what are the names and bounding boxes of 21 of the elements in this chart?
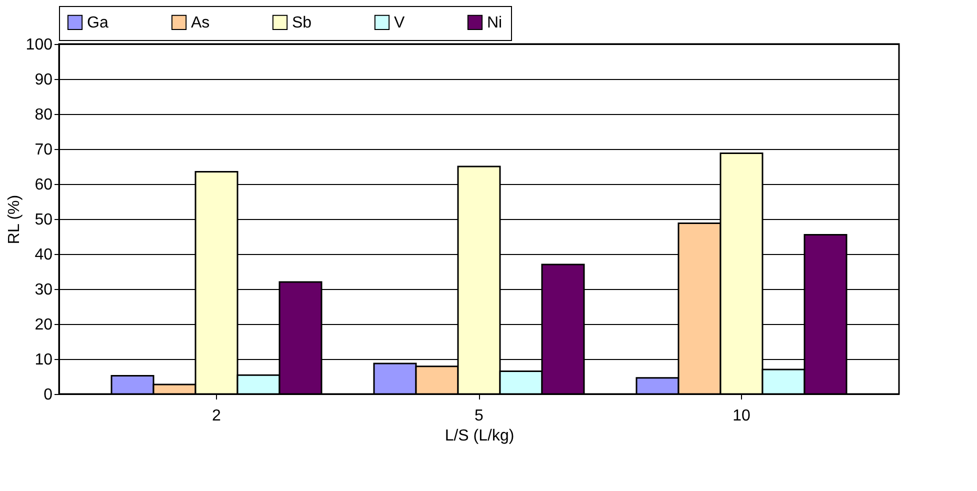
legend-label: As xyxy=(191,14,210,32)
legend-label: Sb xyxy=(292,14,312,32)
legend-label: V xyxy=(394,14,405,32)
y-tick-label: 0 xyxy=(44,386,53,404)
y-tick-label: 50 xyxy=(34,212,53,228)
y-tick-label: 30 xyxy=(34,282,53,298)
y-tick-label: 10 xyxy=(34,352,53,368)
x-axis-title: L/S (L/kg) xyxy=(444,428,514,444)
y-tick-label: 20 xyxy=(34,316,53,334)
y-tick-label: 100 xyxy=(26,36,53,54)
legend-label: Ni xyxy=(487,14,502,32)
y-tick-label: 70 xyxy=(34,142,53,158)
y-tick-label: 90 xyxy=(34,72,53,88)
y-tick-label: 40 xyxy=(34,246,53,264)
x-tick-label: 5 xyxy=(474,408,484,424)
y-axis-title: RL (%) xyxy=(6,194,23,244)
x-tick-label: 2 xyxy=(212,408,222,424)
y-tick-label: 60 xyxy=(34,176,53,194)
legend-label: Ga xyxy=(87,14,108,32)
x-tick-label: 10 xyxy=(732,408,750,424)
y-tick-label: 80 xyxy=(34,106,53,124)
